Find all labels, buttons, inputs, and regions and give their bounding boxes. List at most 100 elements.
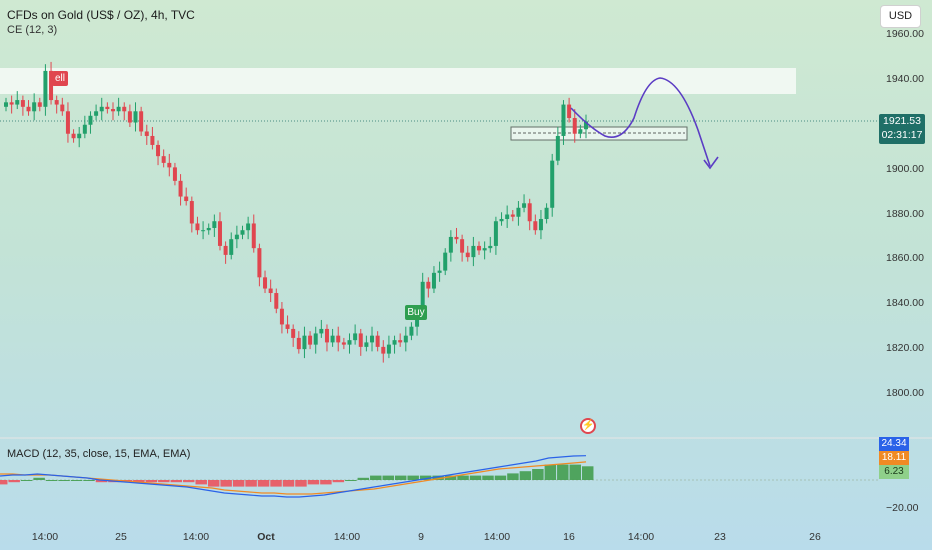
macd-histogram-bar bbox=[332, 480, 345, 483]
current-price: 1921.53 bbox=[883, 115, 921, 127]
macd-histogram-bar bbox=[419, 475, 432, 480]
candle-body bbox=[296, 337, 301, 350]
candle-countdown: 02:31:17 bbox=[881, 129, 923, 141]
candle-body bbox=[499, 218, 504, 222]
y-tick-label: 1900.00 bbox=[886, 162, 924, 175]
candle-body bbox=[324, 328, 329, 343]
y-tick-label: 1820.00 bbox=[886, 342, 924, 355]
candle-body bbox=[71, 133, 76, 139]
y-tick-label: 1840.00 bbox=[886, 297, 924, 310]
macd-tick: −20.00 bbox=[886, 502, 919, 514]
candle-body bbox=[308, 335, 313, 345]
macd-histogram-bar bbox=[195, 480, 207, 485]
x-tick-label: 14:00 bbox=[483, 531, 511, 543]
candle-body bbox=[313, 333, 318, 345]
candle-body bbox=[330, 335, 335, 343]
candle-body bbox=[246, 223, 251, 231]
candle-body bbox=[150, 135, 155, 145]
macd-histogram-bar bbox=[0, 480, 8, 485]
macd-histogram-bar bbox=[245, 480, 257, 487]
candle-body bbox=[448, 236, 453, 253]
candle-body bbox=[223, 245, 228, 255]
candle-body bbox=[234, 234, 239, 240]
candle-body bbox=[370, 335, 375, 343]
macd-histogram-bar bbox=[532, 469, 544, 480]
candle-body bbox=[465, 252, 470, 258]
macd-histogram-bar bbox=[557, 464, 569, 480]
candle-body bbox=[94, 111, 99, 116]
macd-histogram-bar bbox=[33, 477, 45, 480]
candle-body bbox=[217, 221, 222, 246]
signal-value-tag: 18.11 bbox=[879, 451, 909, 465]
macd-histogram-bar bbox=[207, 480, 220, 487]
macd-label[interactable]: MACD (12, 35, close, 15, EMA, EMA) bbox=[7, 448, 191, 460]
candle-body bbox=[139, 111, 144, 132]
macd-histogram-bar bbox=[8, 480, 20, 483]
y-tick-label: 1960.00 bbox=[886, 28, 924, 40]
macd-histogram-bar bbox=[270, 480, 282, 487]
y-tick-label: 1800.00 bbox=[886, 387, 924, 399]
candle-body bbox=[319, 328, 324, 334]
macd-histogram-bar bbox=[370, 475, 382, 480]
lightning-event-icon[interactable]: ⚡ bbox=[580, 418, 596, 434]
macd-histogram-bar bbox=[145, 480, 158, 483]
candle-body bbox=[167, 162, 172, 168]
candle-body bbox=[229, 239, 234, 255]
macd-histogram-bar bbox=[295, 480, 307, 487]
candle-body bbox=[110, 109, 115, 112]
sell-signal[interactable]: ell bbox=[52, 71, 68, 86]
candle-body bbox=[302, 335, 307, 350]
macd-histogram-bar bbox=[394, 475, 407, 480]
symbol-title[interactable]: CFDs on Gold (US$ / OZ), 4h, TVC bbox=[7, 8, 195, 22]
macd-histogram-bar bbox=[494, 475, 507, 480]
forecast-arrowhead bbox=[703, 156, 719, 170]
macd-histogram-bar bbox=[170, 480, 183, 483]
currency-button[interactable]: USD bbox=[880, 5, 921, 28]
indicator-label[interactable]: CE (12, 3) bbox=[7, 24, 58, 36]
candle-body bbox=[533, 221, 538, 231]
candle-body bbox=[156, 144, 161, 157]
candle-body bbox=[201, 230, 206, 232]
candle-body bbox=[133, 111, 138, 123]
candle-body bbox=[172, 167, 177, 181]
macd-histogram-bar bbox=[507, 473, 519, 480]
macd-histogram-bar bbox=[357, 477, 370, 480]
candle-body bbox=[127, 111, 132, 123]
candle-body bbox=[144, 131, 149, 136]
macd-histogram-bar bbox=[133, 480, 145, 483]
candle-body bbox=[189, 201, 194, 224]
candle-body bbox=[116, 106, 121, 112]
candle-body bbox=[20, 100, 25, 107]
candle-body bbox=[178, 180, 183, 197]
candle-series bbox=[4, 61, 588, 363]
candle-body bbox=[279, 308, 284, 325]
macd-histogram-bar bbox=[469, 475, 482, 480]
candle-body bbox=[567, 104, 572, 119]
candle-body bbox=[195, 223, 200, 231]
buy-signal[interactable]: Buy bbox=[405, 305, 427, 320]
macd-histogram-bar bbox=[569, 464, 581, 480]
candle-body bbox=[482, 248, 487, 251]
macd-histogram-bar bbox=[70, 480, 83, 481]
macd-histogram-bar bbox=[183, 480, 195, 483]
candle-body bbox=[471, 245, 476, 258]
x-tick-label: 16 bbox=[563, 531, 575, 543]
y-tick-label: 1940.00 bbox=[886, 72, 924, 85]
macd-histogram-bar bbox=[582, 466, 594, 480]
candle-body bbox=[32, 102, 37, 112]
candle-body bbox=[364, 342, 369, 347]
candle-body bbox=[274, 293, 279, 309]
candle-body bbox=[358, 333, 363, 347]
macd-histogram-bar bbox=[320, 480, 332, 485]
candle-body bbox=[522, 203, 527, 208]
macd-histogram-bar bbox=[158, 480, 170, 483]
candle-body bbox=[477, 245, 482, 251]
x-tick-label: 9 bbox=[418, 531, 424, 543]
candle-body bbox=[285, 324, 290, 329]
macd-line bbox=[0, 455, 587, 498]
candle-body bbox=[437, 270, 442, 273]
macd-histogram-bar bbox=[457, 475, 469, 480]
candle-body bbox=[240, 230, 245, 235]
